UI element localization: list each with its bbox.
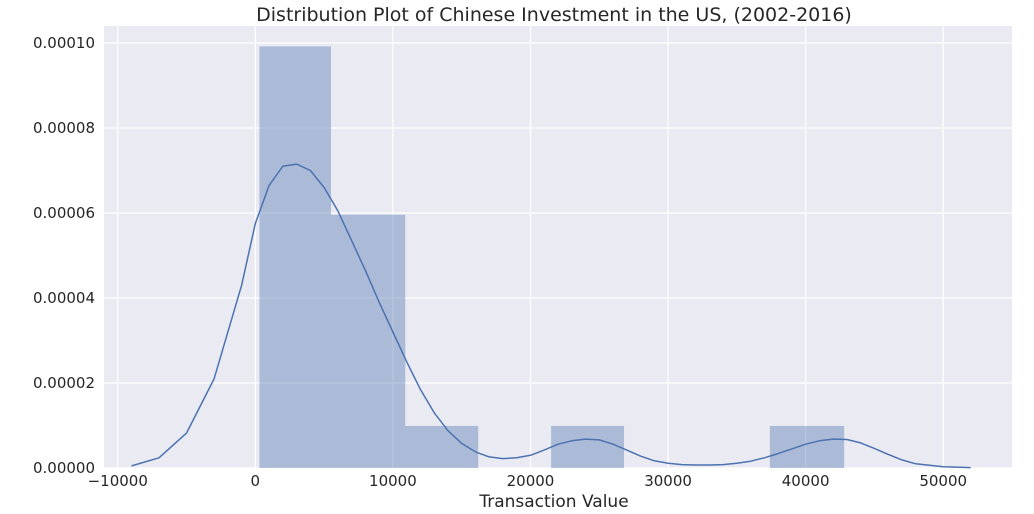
x-tick-label: 50000	[919, 472, 967, 490]
y-tick-label: 0.00004	[33, 289, 95, 307]
x-tick-label: −10000	[88, 472, 148, 490]
x-tick-label: 30000	[644, 472, 692, 490]
plot-background	[104, 26, 1012, 468]
y-tick-label: 0.00000	[33, 459, 95, 477]
y-tick-label: 0.00010	[33, 34, 95, 52]
histogram-bar	[551, 425, 625, 468]
histogram-bar	[405, 425, 479, 468]
histogram-bar	[259, 46, 331, 469]
x-axis-title: Transaction Value	[478, 492, 628, 512]
histogram-bars	[259, 46, 845, 469]
kde-curve	[131, 163, 971, 469]
histogram-bar	[769, 425, 845, 468]
y-tick-label: 0.00002	[33, 374, 95, 392]
x-tick-label: 20000	[507, 472, 555, 490]
histogram-bar	[331, 214, 406, 468]
y-tick-label: 0.00008	[33, 119, 95, 137]
x-tick-label: 0	[251, 472, 261, 490]
y-tick-labels: 0.00000 0.00002 0.00004 0.00006 0.00008 0.000…	[33, 34, 95, 477]
x-tick-labels: −10000 0 10000 20000 30000 40000 50000	[88, 472, 967, 490]
chart-title: Distribution Plot of Chinese Investment …	[256, 4, 852, 26]
grid-lines	[104, 26, 1012, 469]
y-tick-label: 0.00006	[33, 204, 95, 222]
x-tick-label: 10000	[369, 472, 417, 490]
x-tick-label: 40000	[782, 472, 830, 490]
